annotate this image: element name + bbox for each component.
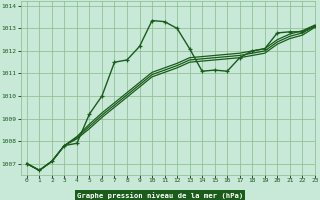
Text: Graphe pression niveau de la mer (hPa): Graphe pression niveau de la mer (hPa) [77,192,243,199]
